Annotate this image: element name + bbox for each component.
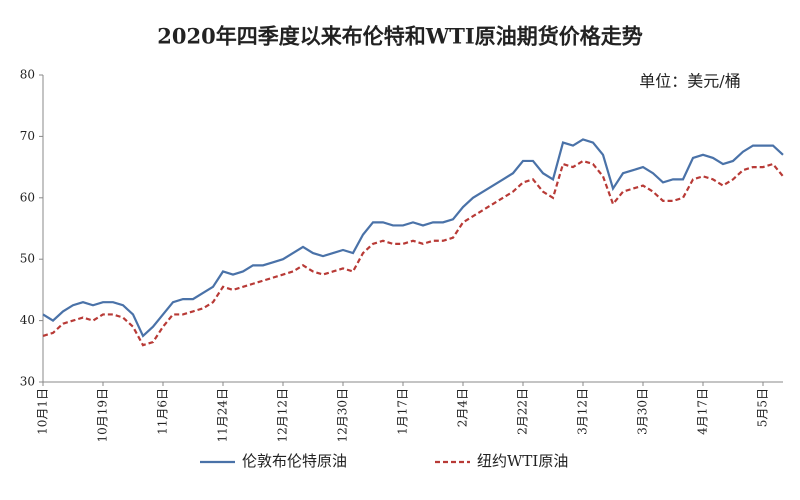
x-tick-label: 5月5日 bbox=[756, 388, 770, 427]
y-tick-label: 30 bbox=[20, 375, 35, 389]
chart-title: 2020年四季度以来布伦特和WTI原油期货价格走势 bbox=[157, 24, 642, 49]
y-tick-label: 80 bbox=[20, 68, 35, 82]
x-tick-label: 10月1日 bbox=[36, 388, 50, 435]
y-tick-label: 60 bbox=[20, 190, 35, 204]
x-tick-label: 2月4日 bbox=[456, 388, 470, 427]
x-tick-label: 12月12日 bbox=[276, 388, 290, 443]
series-line bbox=[42, 138, 784, 338]
x-tick-label: 4月17日 bbox=[696, 388, 710, 435]
x-tick-label: 10月19日 bbox=[96, 388, 110, 443]
x-tick-label: 11月24日 bbox=[216, 388, 230, 443]
x-tick-label: 1月17日 bbox=[396, 388, 410, 435]
x-tick-label: 3月30日 bbox=[636, 388, 650, 435]
x-tick-label: 3月12日 bbox=[576, 388, 590, 435]
series-line bbox=[42, 159, 784, 347]
y-tick-label: 50 bbox=[20, 252, 35, 266]
x-tick-label: 2月22日 bbox=[516, 388, 530, 435]
legend-label: 纽约WTI原油 bbox=[477, 452, 568, 470]
x-tick-label: 11月6日 bbox=[156, 388, 170, 435]
y-tick-label: 70 bbox=[20, 129, 35, 143]
y-tick-label: 40 bbox=[20, 313, 35, 327]
x-tick-label: 12月30日 bbox=[336, 388, 350, 443]
legend-label: 伦敦布伦特原油 bbox=[242, 452, 347, 470]
unit-annotation: 单位：美元/桶 bbox=[639, 72, 740, 91]
